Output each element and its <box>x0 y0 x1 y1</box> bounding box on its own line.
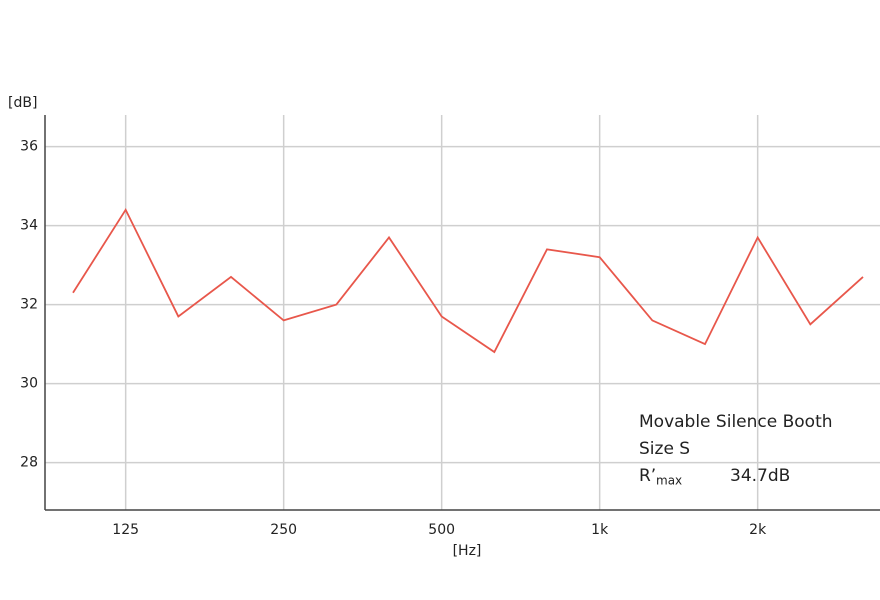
rmax-symbol: R’ <box>639 466 656 486</box>
x-axis-label: [Hz] <box>453 543 482 559</box>
x-tick-label: 125 <box>112 522 139 538</box>
annotation: Movable Silence Booth Size S R’ max 34.7… <box>639 412 833 488</box>
y-tick-label: 32 <box>20 297 38 313</box>
y-tick-label: 30 <box>20 376 38 392</box>
annotation-line: Size S <box>639 439 690 459</box>
x-tick-label: 2k <box>749 522 767 538</box>
annotation-line: Movable Silence Booth <box>639 412 833 432</box>
y-tick-label: 28 <box>20 455 38 471</box>
x-tick-label: 500 <box>428 522 455 538</box>
rmax-value: 34.7dB <box>730 466 790 486</box>
data-line <box>72 207 864 354</box>
rmax-subscript: max <box>656 474 682 488</box>
y-tick-label: 34 <box>20 218 38 234</box>
x-tick-label: 1k <box>591 522 609 538</box>
y-axis-label: [dB] <box>8 95 37 111</box>
x-tick-label: 250 <box>270 522 297 538</box>
y-tick-label: 36 <box>20 139 38 155</box>
